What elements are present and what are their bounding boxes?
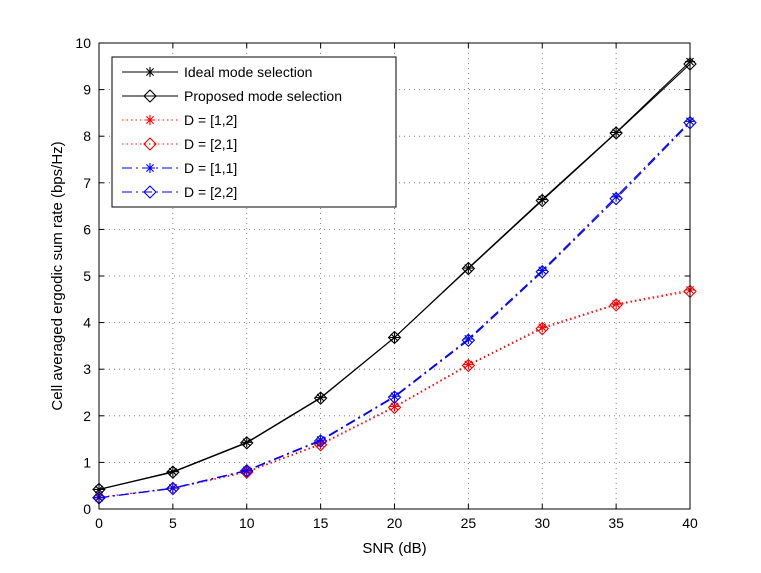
data-point-3-6: [463, 359, 474, 370]
data-point-3-7: [537, 322, 548, 333]
y-tick-label: 4: [83, 315, 91, 331]
legend-label-4: D = [2,1]: [184, 136, 237, 152]
data-point-2-6: [461, 261, 476, 276]
legend-marker-1: [145, 67, 155, 77]
legend-box: [111, 56, 397, 208]
x-axis-title: SNR (dB): [362, 540, 426, 557]
x-tick-label: 15: [313, 515, 329, 531]
data-point-5-6: [463, 333, 474, 344]
data-point-3-5: [389, 401, 400, 412]
data-point-5-4: [315, 435, 326, 446]
legend-label-2: Proposed mode selection: [184, 88, 342, 104]
legend-marker-2: [143, 89, 157, 103]
data-point-2-5: [387, 330, 402, 345]
legend-label-3: D = [1,2]: [184, 112, 237, 128]
y-tick-label: 7: [83, 175, 91, 191]
x-tick-label: 35: [608, 515, 624, 531]
legend-label-5: D = [1,1]: [184, 160, 237, 176]
series-line-2: [98, 63, 691, 490]
data-point-6-8: [609, 191, 623, 206]
legend-label-1: Ideal mode selection: [184, 64, 312, 80]
series-line-6: [98, 122, 691, 499]
data-point-6-5: [387, 390, 402, 404]
y-axis-title: Cell averaged ergodic sum rate (bps/Hz): [49, 141, 66, 410]
data-point-2-8: [609, 126, 623, 140]
x-tick-label: 40: [682, 515, 698, 531]
y-tick-label: 9: [83, 82, 91, 98]
legend-label-6: D = [2,2]: [184, 184, 237, 200]
y-tick-label: 2: [83, 408, 91, 424]
data-point-5-5: [389, 391, 400, 402]
series-line-4: [98, 290, 691, 498]
data-point-4-6: [461, 358, 476, 373]
legend-marker-6: [143, 185, 157, 199]
data-point-6-2: [166, 481, 180, 496]
x-tick-label: 30: [534, 515, 550, 531]
data-point-4-5: [387, 400, 402, 415]
data-point-4-7: [535, 321, 550, 336]
x-tick-label: 25: [461, 515, 477, 531]
data-point-6-6: [461, 333, 476, 348]
data-point-2-2: [166, 465, 180, 479]
y-tick-label: 3: [83, 361, 91, 377]
y-tick-label: 0: [83, 501, 91, 517]
data-point-5-7: [537, 265, 548, 276]
data-point-6-3: [239, 464, 254, 478]
data-point-1-7: [537, 194, 548, 205]
y-tick-label: 8: [83, 128, 91, 144]
series-group: [92, 56, 697, 505]
x-tick-label: 5: [169, 515, 177, 531]
y-tick-label: 5: [83, 268, 91, 284]
series-line-5: [98, 120, 691, 499]
legend-marker-5: [145, 163, 155, 173]
data-point-5-3: [241, 465, 252, 476]
data-point-6-4: [313, 434, 328, 448]
data-point-4-8: [609, 298, 623, 312]
y-tick-label: 1: [83, 454, 91, 470]
data-point-2-4: [313, 391, 328, 405]
legend-marker-4: [143, 137, 157, 151]
x-tick-label: 20: [387, 515, 403, 531]
legend-marker-3: [145, 115, 155, 125]
data-point-5-8: [611, 191, 622, 202]
y-tick-label: 6: [83, 221, 91, 237]
data-point-2-7: [535, 193, 550, 208]
data-point-3-8: [611, 298, 622, 309]
y-tick-label: 10: [75, 35, 91, 51]
data-point-6-7: [535, 265, 550, 279]
legend: Ideal mode selection Proposed mode select…: [111, 56, 397, 208]
x-tick-label: 0: [95, 515, 103, 531]
axis-ticks: 0 5 10 15 20 25 30 35 40 0 1 2 3 4 5 6 7 8 9 10: [75, 35, 698, 531]
data-point-2-3: [239, 436, 254, 450]
x-tick-label: 10: [239, 515, 255, 531]
